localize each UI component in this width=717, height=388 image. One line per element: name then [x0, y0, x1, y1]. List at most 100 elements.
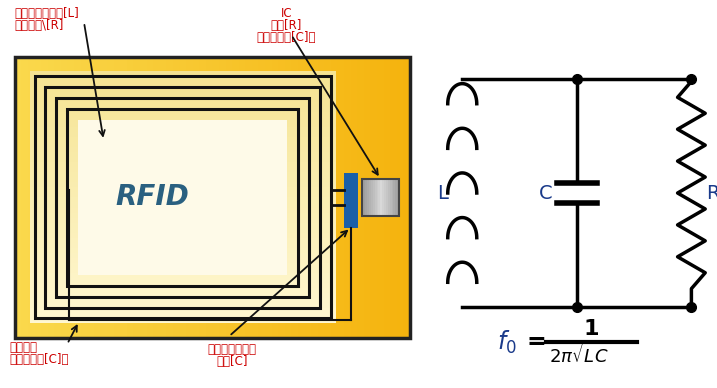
Bar — [285, 57, 293, 338]
Bar — [29, 217, 336, 223]
Bar — [29, 151, 336, 157]
Bar — [28, 57, 36, 338]
Bar — [48, 57, 55, 338]
Text: 环路天线电感器[L]: 环路天线电感器[L] — [15, 7, 80, 20]
Bar — [54, 57, 62, 338]
Bar — [67, 57, 75, 338]
Bar — [29, 191, 336, 197]
Text: $f_0$: $f_0$ — [497, 329, 516, 356]
Bar — [388, 179, 390, 216]
Bar — [29, 267, 336, 273]
Bar — [29, 136, 336, 142]
Bar — [29, 262, 336, 268]
Bar — [364, 57, 371, 338]
Bar — [29, 166, 336, 172]
Bar — [311, 57, 318, 338]
Bar — [29, 211, 336, 218]
Bar — [15, 57, 22, 338]
Bar — [232, 57, 239, 338]
Bar — [29, 181, 336, 187]
Bar — [29, 156, 336, 162]
Bar — [29, 91, 336, 97]
Bar — [29, 101, 336, 107]
Bar — [29, 186, 336, 192]
Bar — [226, 57, 233, 338]
Bar — [29, 287, 336, 293]
Bar — [29, 232, 336, 238]
Bar — [397, 57, 404, 338]
Bar — [193, 57, 200, 338]
Bar — [364, 179, 366, 216]
Bar — [41, 57, 49, 338]
Bar — [29, 247, 336, 253]
Bar — [29, 141, 336, 147]
Bar — [146, 57, 154, 338]
Bar — [29, 76, 336, 81]
Bar — [386, 179, 389, 216]
Bar — [394, 179, 396, 216]
Bar — [29, 196, 336, 203]
Bar — [380, 179, 383, 216]
Bar — [219, 57, 227, 338]
Bar — [331, 57, 338, 338]
Bar — [29, 227, 336, 233]
Bar — [29, 161, 336, 167]
Bar — [29, 312, 336, 318]
Text: RFID: RFID — [115, 184, 189, 211]
Bar — [382, 179, 384, 216]
Bar — [390, 57, 398, 338]
Bar — [384, 179, 386, 216]
Bar — [291, 57, 299, 338]
Bar — [377, 57, 384, 338]
Bar — [179, 57, 187, 338]
Bar — [34, 76, 331, 319]
Bar — [107, 57, 115, 338]
Text: 1: 1 — [584, 319, 599, 340]
Bar — [29, 272, 336, 278]
Bar — [376, 179, 379, 216]
Text: C: C — [538, 184, 552, 203]
Bar — [318, 57, 326, 338]
Bar — [29, 307, 336, 314]
Bar — [252, 57, 260, 338]
Bar — [338, 57, 345, 338]
Bar — [239, 57, 246, 338]
Bar — [29, 121, 336, 127]
Bar — [357, 57, 365, 338]
Bar — [29, 106, 336, 112]
Bar — [298, 57, 305, 338]
Bar — [153, 57, 161, 338]
Bar — [160, 57, 167, 338]
Bar — [351, 57, 358, 338]
Bar — [343, 173, 358, 228]
Bar — [29, 297, 336, 303]
Bar — [361, 179, 364, 216]
Text: 寄生电阻\[R]: 寄生电阻\[R] — [15, 19, 65, 32]
Bar — [29, 222, 336, 228]
Bar — [29, 277, 336, 283]
Bar — [29, 201, 336, 208]
Bar — [29, 146, 336, 152]
Bar — [166, 57, 174, 338]
Text: 卡片材料: 卡片材料 — [10, 341, 38, 354]
Bar — [127, 57, 134, 338]
Bar — [371, 57, 378, 338]
Bar — [61, 57, 69, 338]
Bar — [389, 179, 392, 216]
Bar — [29, 302, 336, 308]
Bar — [245, 57, 253, 338]
Bar — [133, 57, 141, 338]
Bar — [361, 179, 399, 216]
Text: IC: IC — [280, 7, 293, 20]
Bar — [100, 57, 108, 338]
Bar — [375, 179, 377, 216]
Bar — [78, 120, 288, 275]
Bar — [45, 87, 320, 308]
Text: R: R — [706, 184, 717, 203]
Text: =: = — [526, 330, 546, 354]
Bar — [15, 57, 410, 338]
Bar — [395, 179, 398, 216]
Bar — [57, 98, 309, 297]
Bar — [74, 57, 82, 338]
Bar — [305, 57, 312, 338]
